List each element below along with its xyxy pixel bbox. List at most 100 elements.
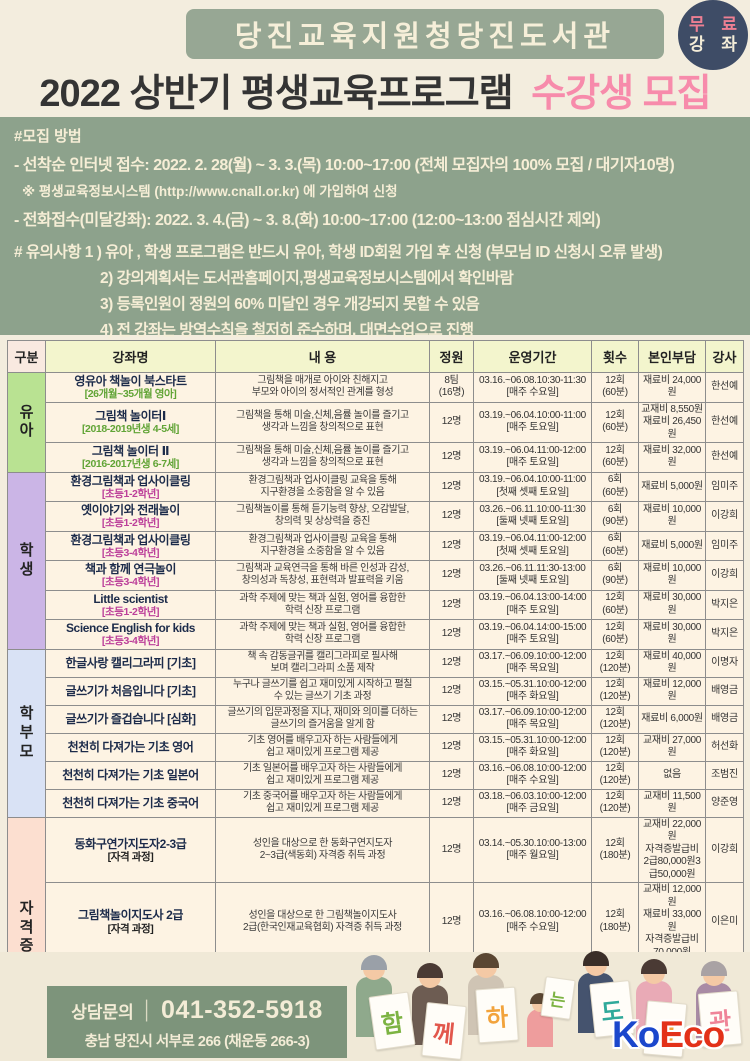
period-cell: 03.15.~05.31.10:00-12:00 [매주 화요일] (473, 732, 592, 762)
group-cell-parent: 학 부 모 (7, 648, 46, 818)
page-title-main: 2022 상반기 평생교육프로그램 (39, 73, 513, 115)
instructor-cell: 한선예 (705, 372, 744, 403)
course-desc: 성인을 대상으로 한 동화구연지도자 2~3급(색동회) 자격증 취득 과정 (252, 837, 393, 861)
period-cell: 03.19.~06.04.11:00-12:00 [매주 토요일] (473, 442, 592, 473)
instructor-cell: 한선예 (705, 401, 744, 444)
header-course-name: 강좌명 (45, 340, 216, 373)
period-cell: 03.18.~06.03.10:00-12:00 [매주 금요일] (473, 788, 592, 818)
course-name: 글쓰기가 즐겁습니다 [심화] (65, 712, 196, 727)
period-cell: 03.19.~06.04.10:00-11:00 [첫째 셋째 토요일] (473, 471, 592, 503)
period-cell: 03.16.~06.08.10:00-12:00 [매주 수요일] (473, 882, 592, 962)
instructor-cell: 한선예 (705, 442, 744, 473)
header-period: 운영기간 (473, 340, 592, 373)
course-desc-cell: 그림책과 교육연극을 통해 바른 인성과 감성, 창의성과 독창성, 표현력과 … (215, 560, 430, 591)
period-cell: 03.17.~06.09.10:00-12:00 [매주 목요일] (473, 648, 592, 678)
course-desc: 환경그림책과 업사이클링 교육을 통해 지구환경을 소중함을 알 수 있음 (248, 533, 397, 557)
fee-cell: 재료비 6,000원 (638, 704, 706, 734)
course-table: 구분 강좌명 내 용 정원 운영기간 횟수 본인부담 강사 유 아 영유아 책놀이… (7, 340, 744, 1061)
info-block: #모집 방법 - 선착순 인터넷 접수: 2022. 2. 28(월) ~ 3.… (0, 117, 750, 339)
header-category: 구분 (7, 340, 46, 373)
sessions-cell: 12회 (120분) (591, 648, 639, 678)
course-row: 자 격 증 동화구연가지도자2-3급 [자격 과정] 성인을 대상으로 한 동화구연지… (7, 816, 744, 1040)
course-name: 그림책놀이지도사 2급 (78, 908, 183, 923)
instructor-cell: 이명자 (705, 648, 744, 678)
contact-label: 상담문의 (71, 1003, 134, 1022)
sessions-cell: 12회 (120분) (591, 788, 639, 818)
course-desc-cell: 누구나 글쓰기를 쉽고 재미있게 시작하고 펼칠 수 있는 글쓰기 기초 과정 (215, 676, 430, 706)
course-name: Science English for kids (65, 621, 196, 636)
person-hair (530, 993, 550, 1004)
course-name-cell: 그림책 놀이터Ⅰ [2018-2019년생 4-5세] (45, 401, 216, 444)
header-content: 내 용 (215, 340, 430, 373)
course-row: 그림책 놀이터 Ⅱ [2016-2017년생 6-7세] 그림책을 통해 미술,신체… (8, 442, 744, 473)
capacity-cell: 12명 (429, 560, 474, 591)
course-subtitle: [초등3-4학년] (101, 635, 160, 648)
fee-cell: 재료비 5,000원 (638, 471, 706, 503)
person-hair (417, 963, 443, 978)
course-desc-cell: 기초 일본어를 배우고자 하는 사람들에게 쉽고 재미있게 프로그램 제공 (215, 760, 430, 790)
course-row: 천천히 다져가는 기초 영어 기초 영어를 배우고자 하는 사람들에게 쉽고 재미… (8, 732, 744, 762)
course-subtitle: [초등3-4학년] (101, 576, 160, 589)
instructor-cell: 임미주 (705, 530, 744, 562)
instructor-cell: 배영금 (705, 704, 744, 734)
capacity-cell: 12명 (429, 788, 474, 818)
instructor-cell: 박지은 (705, 589, 744, 621)
course-name: 천천히 다져가는 기초 중국어 (62, 796, 199, 811)
course-desc: 책 속 감동글귀를 캘리그라피로 필사해 보며 캘리그라피 소품 제작 (247, 651, 398, 675)
instructor-cell: 박지은 (705, 619, 744, 650)
capacity-cell: 12명 (429, 442, 474, 473)
course-row: 글쓰기가 처음입니다 [기초] 누구나 글쓰기를 쉽고 재미있게 시작하고 펼칠 … (8, 676, 744, 706)
course-row: 책과 함께 연극놀이 [초등3-4학년] 그림책과 교육연극을 통해 바른 인성과 … (8, 560, 744, 591)
fee-cell: 재료비 40,000원 (638, 648, 706, 678)
course-desc: 누구나 글쓰기를 쉽고 재미있게 시작하고 펼칠 수 있는 글쓰기 기초 과정 (232, 679, 413, 703)
notice-line-1: # 유의사항 1 ) 유아 , 학생 프로그램은 반드시 유아, 학생 ID회원… (14, 244, 663, 261)
fee-cell: 재료비 24,000원 (638, 372, 706, 403)
course-name: 글쓰기가 처음입니다 [기초] (65, 684, 196, 699)
free-course-badge: 무 료 강 좌 (678, 0, 748, 70)
contact-divider: │ (141, 1000, 154, 1020)
person-hair (361, 955, 387, 970)
course-desc-cell: 그림책을 통해 미술,신체,음률 놀이를 즐기고 생각과 느낌을 창의적으로 표… (215, 401, 430, 444)
fee-cell: 재료비 10,000원 (638, 560, 706, 591)
course-name-cell: 글쓰기가 처음입니다 [기초] (45, 676, 216, 706)
capacity-cell: 12명 (429, 676, 474, 706)
capacity-cell: 12명 (429, 619, 474, 650)
page-title: 2022 상반기 평생교육프로그램 수강생 모집 (0, 62, 750, 117)
group-cell-toddler: 유 아 (7, 372, 46, 473)
contact-address: 충남 당진시 서부로 266 (채운동 266-3) (84, 1034, 310, 1050)
notice-line-2: 2) 강의계획서는 도서관홈페이지,평생교육정보시스템에서 확인바람 (100, 270, 514, 287)
course-name-cell: 책과 함께 연극놀이 [초등3-4학년] (45, 560, 216, 591)
org-title: 당진교육지원청당진도서관 (234, 21, 616, 53)
koeco-logo: KoEco (612, 1014, 725, 1056)
free-badge-line1: 무 료 (688, 15, 743, 35)
person-head (473, 953, 499, 978)
course-name-cell: 그림책 놀이터 Ⅱ [2016-2017년생 6-7세] (45, 442, 216, 473)
fee-cell: 재료비 30,000원 (638, 589, 706, 621)
instructor-cell: 양준영 (705, 788, 744, 818)
course-name-cell: 그림책놀이지도사 2급 [자격 과정] (45, 882, 216, 962)
instructor-cell: 이강희 (705, 560, 744, 591)
course-row: 학 생 환경그림책과 업사이클링 [초등1-2학년] 환경그림책과 업사이클링 교육을… (7, 471, 744, 650)
org-title-band: 당진교육지원청당진도서관 (186, 9, 664, 59)
course-subtitle: [2018-2019년생 4-5세] (81, 423, 180, 436)
course-desc-cell: 글쓰기의 입문과정을 지나, 재미와 의미를 더하는 글쓰기의 즐거움을 알게 … (215, 704, 430, 734)
course-desc: 기초 영어를 배우고자 하는 사람들에게 쉽고 재미있게 프로그램 제공 (247, 735, 398, 759)
person-hair (583, 951, 609, 966)
notice-line-3: 3) 등록인원이 정원의 60% 미달인 경우 개강되지 못할 수 있음 (100, 296, 480, 313)
course-desc: 기초 중국어를 배우고자 하는 사람들에게 쉽고 재미있게 프로그램 제공 (242, 791, 403, 815)
page-title-accent: 수강생 모집 (531, 73, 711, 115)
course-row: Little scientist [초등1-2학년] 과학 주제에 맞는 책과 실험… (8, 589, 744, 621)
koeco-logo-part2: Eco (659, 1014, 725, 1055)
sessions-cell: 6회 (60분) (591, 530, 639, 562)
instructor-cell: 배영금 (705, 676, 744, 706)
sessions-cell: 6회 (60분) (591, 471, 639, 503)
course-name: 환경그림책과 업사이클링 (70, 473, 191, 488)
contact-box: 상담문의 │ 041-352-5918 충남 당진시 서부로 266 (채운동 … (47, 986, 347, 1058)
period-cell: 03.19.~06.04.14:00-15:00 [매주 토요일] (473, 619, 592, 650)
capacity-cell: 12명 (429, 589, 474, 621)
notice-block: # 유의사항 1 ) 유아 , 학생 프로그램은 반드시 유아, 학생 ID회원… (14, 240, 738, 340)
course-desc: 과학 주제에 맞는 책과 실험, 영어를 융합한 학력 신장 프로그램 (239, 622, 406, 646)
period-cell: 03.19.~06.04.11:00-12:00 [첫째 셋째 토요일] (473, 530, 592, 562)
course-name-cell: 천천히 다져가는 기초 일본어 (45, 760, 216, 790)
